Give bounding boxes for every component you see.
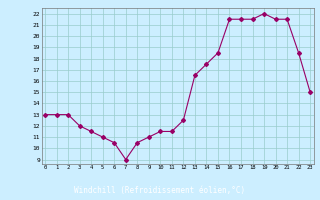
Text: Windchill (Refroidissement éolien,°C): Windchill (Refroidissement éolien,°C) — [75, 186, 245, 194]
